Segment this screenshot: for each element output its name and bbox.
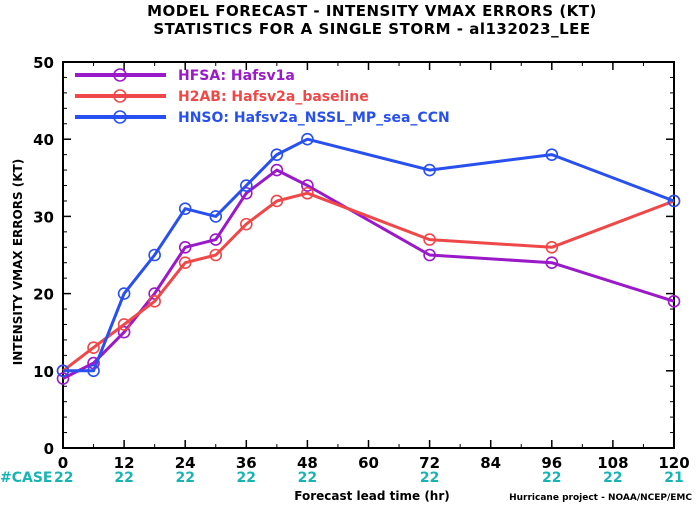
series-line (63, 137, 675, 373)
data-point (423, 163, 436, 177)
x-tick-label: 84 (480, 454, 501, 472)
y-tick-label: 50 (33, 54, 54, 72)
x-tick-label: 60 (358, 454, 379, 472)
data-point (423, 248, 436, 262)
x-tick-label: 36 (236, 454, 257, 472)
data-point (240, 217, 253, 231)
data-point (270, 148, 284, 161)
series-layer (56, 132, 681, 385)
data-point (178, 240, 192, 254)
data-point (545, 240, 559, 254)
data-point (301, 132, 314, 146)
legend: HFSA: Hafsv1a H2AB: Hafsv2a_baseline HNSO:… (75, 68, 450, 126)
data-point (209, 248, 223, 262)
data-point (148, 295, 161, 308)
data-point (178, 256, 192, 270)
data-point (301, 179, 314, 192)
legend-swatch-marker (113, 89, 127, 103)
credit-text: Hurricane project - NOAA/NCEP/EMC (509, 493, 692, 503)
data-point (240, 179, 253, 192)
data-point (270, 194, 284, 208)
legend-label: H2AB: Hafsv2a_baseline (178, 89, 369, 105)
series-line (62, 191, 675, 372)
data-point (209, 210, 223, 223)
case-counts: 22 22 22 22 22 22 22 22 21 (54, 470, 684, 486)
x-tick-label: 120 (658, 454, 689, 472)
case-count: 22 (603, 470, 622, 486)
legend-label: HNSO: Hafsv2a_NSSL_MP_sea_CCN (178, 110, 450, 126)
series-1 (56, 186, 681, 378)
x-axis: 0 12 24 36 48 60 72 84 96 108 120 (58, 62, 690, 472)
series-line (62, 168, 675, 380)
x-tick-label: 96 (541, 454, 562, 472)
case-count: 22 (54, 470, 73, 486)
chart-title: MODEL FORECAST - INTENSITY VMAX ERRORS (… (147, 2, 597, 20)
y-axis: 0 10 20 30 40 50 (33, 54, 674, 458)
data-point (148, 248, 161, 262)
case-count: 22 (114, 470, 133, 486)
data-point (87, 364, 100, 378)
y-tick-label: 40 (33, 131, 54, 149)
x-axis-label: Forecast lead time (hr) (294, 489, 450, 503)
y-tick-label: 30 (33, 208, 54, 226)
data-point (178, 202, 192, 215)
data-point (117, 318, 131, 331)
x-tick-label: 72 (419, 454, 440, 472)
data-point (270, 163, 284, 177)
legend-label: HFSA: Hafsv1a (178, 68, 295, 84)
series-0 (56, 163, 681, 385)
y-tick-label: 10 (33, 363, 54, 381)
x-tick-label: 0 (58, 454, 68, 472)
data-point (423, 233, 436, 246)
x-tick-label: 24 (175, 454, 196, 472)
case-count: 22 (237, 470, 256, 486)
data-point (545, 148, 559, 161)
legend-swatch-marker (113, 110, 127, 124)
data-point (56, 364, 70, 378)
legend-swatch-marker (113, 68, 127, 82)
case-count: 22 (420, 470, 439, 486)
case-count: 22 (298, 470, 317, 486)
data-point (117, 287, 131, 300)
case-count: 22 (175, 470, 194, 486)
case-count: 22 (542, 470, 561, 486)
y-tick-label: 20 (33, 286, 54, 304)
y-tick-label: 0 (44, 440, 54, 458)
data-point (56, 372, 70, 385)
case-count-label: #CASE (0, 470, 53, 486)
x-tick-label: 48 (297, 454, 318, 472)
data-point (87, 341, 100, 354)
x-tick-label: 108 (597, 454, 628, 472)
data-point (545, 256, 559, 270)
case-count: 21 (664, 470, 683, 486)
data-point (301, 186, 314, 200)
x-tick-label: 12 (114, 454, 135, 472)
series-2 (56, 132, 681, 378)
chart-subtitle: STATISTICS FOR A SINGLE STORM - al132023… (153, 20, 590, 38)
data-point (209, 233, 223, 246)
data-point (117, 325, 131, 339)
data-point (667, 194, 681, 208)
y-axis-label: INTENSITY VMAX ERRORS (KT) (11, 159, 25, 365)
data-point (240, 186, 253, 200)
data-point (667, 295, 681, 308)
